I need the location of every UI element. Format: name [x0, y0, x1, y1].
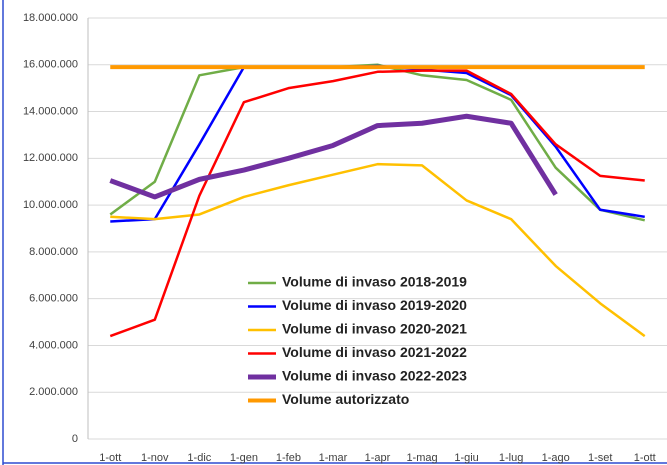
x-tick-label: 1-nov	[141, 452, 169, 464]
legend-label: Volume di invaso 2019-2020	[282, 297, 467, 313]
y-tick-label: 14.000.000	[23, 105, 78, 117]
x-tick-label: 1-mag	[406, 452, 437, 464]
series-line	[109, 69, 645, 338]
y-tick-label: 8.000.000	[29, 246, 78, 258]
y-tick-label: 18.000.000	[23, 12, 78, 24]
x-tick-label: 1-gen	[230, 452, 258, 464]
y-tick-label: 10.000.000	[23, 199, 78, 211]
series-line	[109, 113, 558, 200]
legend-label: Volume autorizzato	[282, 391, 409, 407]
series-line	[110, 162, 646, 338]
x-tick-label: 1-ago	[542, 452, 570, 464]
series-line	[109, 63, 646, 222]
y-tick-label: 6.000.000	[29, 293, 78, 305]
x-tick-label: 1-ott	[99, 452, 121, 464]
legend-label: Volume di invaso 2020-2021	[282, 321, 467, 337]
legend-label: Volume di invaso 2021-2022	[282, 344, 467, 360]
legend-label: Volume di invaso 2022-2023	[282, 368, 467, 384]
x-tick-label: 1-mar	[319, 452, 348, 464]
x-tick-label: 1-dic	[187, 452, 211, 464]
y-tick-label: 12.000.000	[23, 152, 78, 164]
x-tick-label: 1-apr	[365, 452, 391, 464]
y-tick-label: 4.000.000	[29, 339, 78, 351]
x-tick-label: 1-set	[588, 452, 612, 464]
x-tick-label: 1-feb	[276, 452, 301, 464]
x-tick-label: 1-ott	[634, 452, 656, 464]
x-tick-label: 1-lug	[499, 452, 523, 464]
x-tick-label: 1-giu	[454, 452, 478, 464]
series-line	[110, 64, 645, 223]
y-tick-label: 2.000.000	[29, 386, 78, 398]
y-tick-label: 16.000.000	[23, 59, 78, 71]
legend-label: Volume di invaso 2018-2019	[282, 274, 467, 290]
y-tick-label: 0	[72, 433, 78, 445]
